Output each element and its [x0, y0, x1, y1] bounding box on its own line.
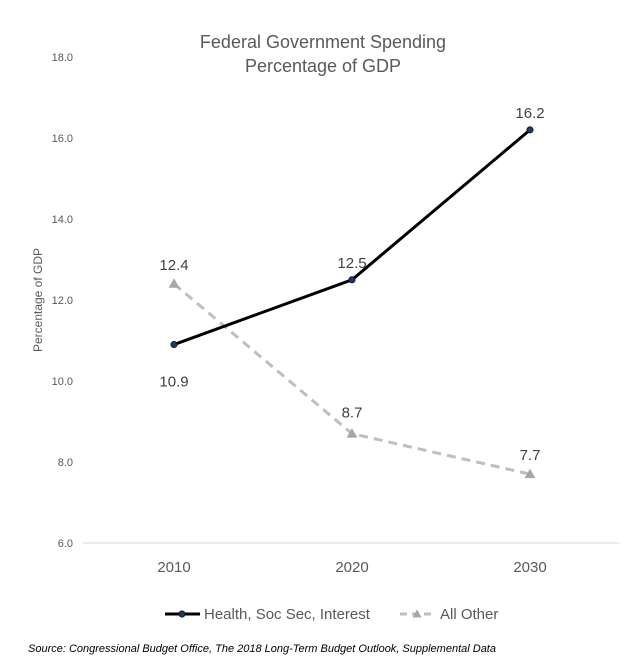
data-point-all-other — [524, 468, 536, 479]
chart-title: Federal Government Spending Percentage of… — [200, 32, 446, 76]
data-label-health: 12.5 — [337, 255, 366, 272]
y-tick-label: 8.0 — [58, 457, 73, 469]
x-tick-label: 2010 — [157, 559, 190, 576]
x-tick-label: 2030 — [513, 559, 546, 576]
data-point-health — [348, 276, 356, 284]
legend-label-health: Health, Soc Sec, Interest — [204, 606, 371, 623]
legend-marker-all-other — [412, 609, 422, 618]
data-label-all-other: 7.7 — [520, 447, 541, 464]
y-tick-label: 12.0 — [52, 295, 73, 307]
y-tick-label: 6.0 — [58, 538, 73, 550]
data-label-health: 10.9 — [159, 374, 188, 391]
series-line-all-other — [173, 282, 531, 476]
y-tick-label: 18.0 — [52, 52, 73, 64]
data-label-all-other: 12.4 — [159, 257, 188, 274]
y-tick-label: 10.0 — [52, 376, 73, 388]
data-point-health — [170, 341, 178, 349]
data-point-all-other — [346, 428, 358, 438]
y-tick-label: 16.0 — [52, 133, 73, 145]
series-line-health — [173, 128, 531, 346]
data-label-all-other: 8.7 — [342, 405, 363, 422]
y-tick-label: 14.0 — [52, 214, 73, 226]
y-axis-title: Percentage of GDP — [31, 248, 45, 352]
data-point-all-other — [168, 278, 180, 288]
source-note: Source: Congressional Budget Office, The… — [28, 643, 496, 655]
data-label-health: 16.2 — [515, 105, 544, 122]
legend-label-all-other: All Other — [440, 606, 498, 623]
legend-marker-health — [178, 610, 186, 618]
x-tick-label: 2020 — [335, 559, 368, 576]
data-point-health — [526, 126, 534, 134]
